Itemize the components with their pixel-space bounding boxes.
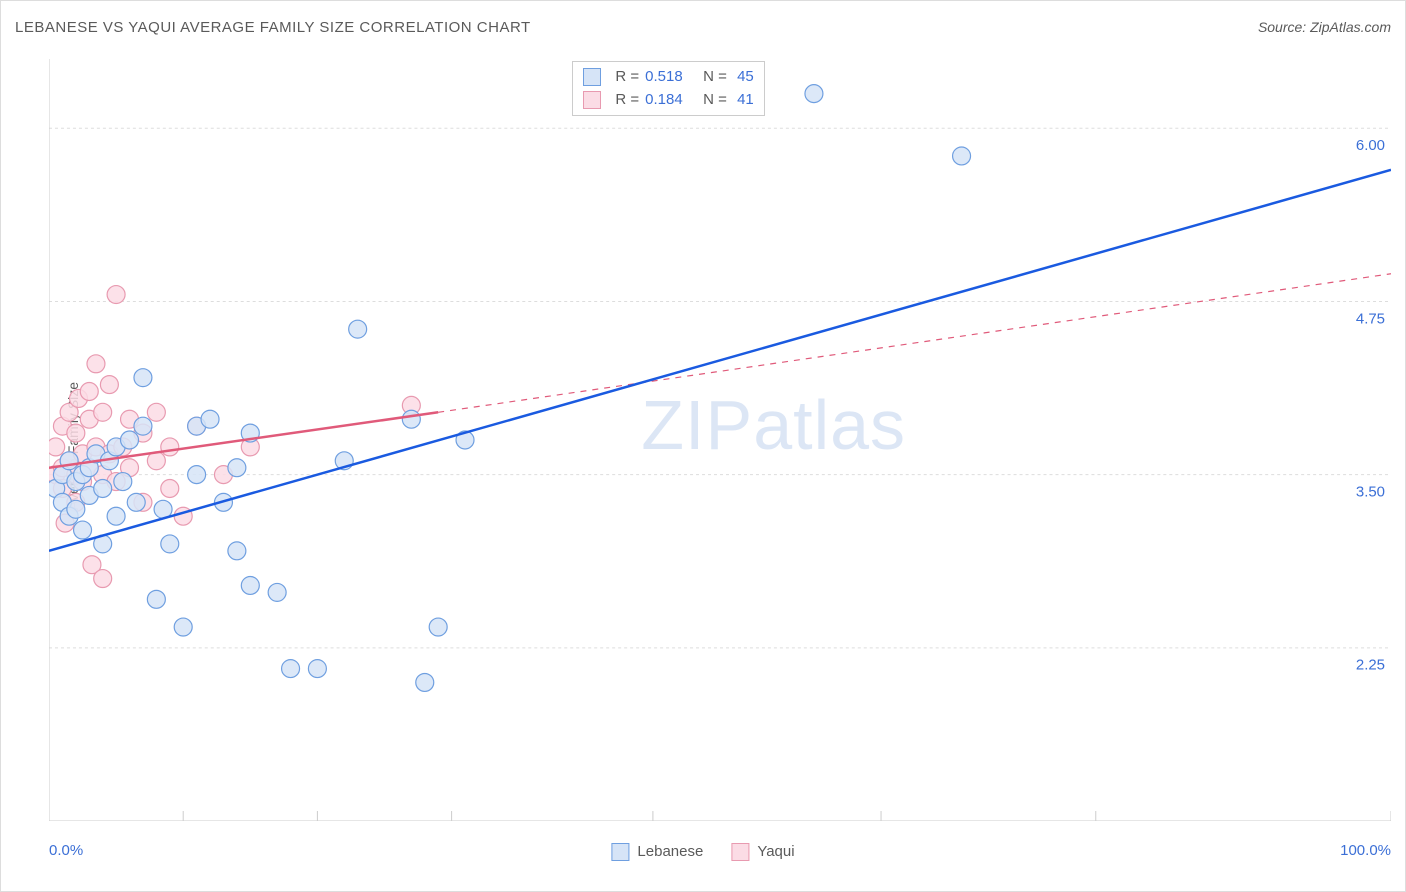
series-legend-item: Yaqui — [731, 843, 794, 861]
legend-N-label: N = — [703, 66, 727, 89]
legend-swatch — [583, 91, 601, 109]
x-axis-min-label: 0.0% — [49, 842, 83, 859]
svg-text:6.00: 6.00 — [1356, 137, 1385, 154]
series-legend-label: Lebanese — [637, 843, 703, 860]
plot-area: ZIPatlas 2.253.504.756.00 R =0.518N = 45… — [49, 59, 1391, 821]
legend-N-value: 41 — [733, 89, 754, 112]
svg-text:4.75: 4.75 — [1356, 310, 1385, 327]
svg-text:3.50: 3.50 — [1356, 484, 1385, 501]
chart-container: LEBANESE VS YAQUI AVERAGE FAMILY SIZE CO… — [0, 0, 1406, 892]
legend-N-label: N = — [703, 89, 727, 112]
correlation-legend: R = 0.518 N = 45 R = 0.184 N = 41 — [572, 61, 764, 116]
legend-R-value: 0.518 — [645, 66, 697, 89]
legend-R-label: R = — [615, 66, 639, 89]
series-legend-item: Lebanese — [611, 843, 703, 861]
legend-R-label: R = — [615, 89, 639, 112]
legend-swatch — [731, 843, 749, 861]
legend-R-value: 0.184 — [645, 89, 697, 112]
correlation-legend-row: R = 0.518 N = 45 — [583, 66, 753, 89]
series-legend-label: Yaqui — [757, 843, 794, 860]
chart-title: LEBANESE VS YAQUI AVERAGE FAMILY SIZE CO… — [15, 19, 531, 36]
legend-swatch — [611, 843, 629, 861]
scatter-plot-svg: 2.25 3.50 4.75 6.00 — [49, 59, 1391, 821]
correlation-legend-row: R = 0.184 N = 41 — [583, 89, 753, 112]
legend-N-value: 45 — [733, 66, 754, 89]
series-legend: Lebanese Yaqui — [611, 843, 794, 861]
legend-swatch — [583, 68, 601, 86]
x-axis-max-label: 100.0% — [1340, 842, 1391, 859]
source-label: Source: ZipAtlas.com — [1258, 19, 1391, 35]
svg-text:2.25: 2.25 — [1356, 657, 1385, 674]
